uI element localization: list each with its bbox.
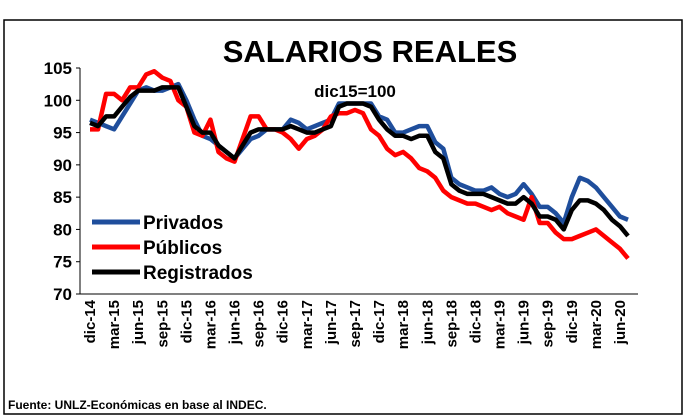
x-tick-label: sep-17 [347, 300, 364, 348]
x-tick-label: dic-15 [178, 300, 195, 343]
y-tick-label: 90 [53, 156, 72, 175]
series-line [90, 68, 630, 260]
x-tick-label: dic-18 [467, 300, 484, 343]
x-tick-label: dic-17 [371, 300, 388, 343]
x-tick-label: dic-14 [82, 299, 99, 343]
x-tick-label: sep-19 [540, 300, 557, 348]
y-tick-label: 105 [44, 59, 72, 78]
x-tick-label: jun-17 [323, 300, 340, 345]
y-tick-label: 100 [44, 91, 72, 110]
x-tick-label: jun-20 [612, 300, 629, 345]
frame [3, 19, 683, 415]
chart-title: SALARIOS REALES [223, 34, 518, 69]
y-tick-label: 95 [53, 124, 72, 143]
legend-label: Públicos [143, 238, 222, 259]
x-tick-label: dic-19 [564, 300, 581, 343]
legend-label: Privados [143, 213, 223, 234]
x-tick-label: mar-16 [202, 300, 219, 349]
x-tick-label: mar-19 [492, 300, 509, 349]
y-tick-label: 80 [53, 220, 72, 239]
annotation: dic15=100 [314, 82, 396, 101]
legend-label: Registrados [143, 263, 253, 284]
x-tick-label: sep-18 [443, 300, 460, 348]
x-tick-label: dic-16 [275, 300, 292, 343]
series-line [89, 85, 630, 238]
y-tick-label: 75 [53, 253, 72, 272]
x-tick-label: jun-15 [130, 300, 147, 345]
y-tick-label: 85 [53, 188, 72, 207]
x-tick-label: sep-16 [251, 300, 268, 348]
x-tick-label: mar-17 [299, 300, 316, 349]
source: Fuente: UNLZ-Económicas en base al INDEC… [8, 398, 267, 412]
x-tick-label: mar-20 [588, 300, 605, 349]
x-tick-label: sep-15 [154, 300, 171, 348]
x-tick-label: jun-19 [516, 300, 533, 345]
y-tick-label: 70 [53, 285, 72, 304]
x-tick-label: mar-18 [395, 300, 412, 349]
x-tick-label: mar-15 [106, 300, 123, 349]
x-tick-label: jun-16 [227, 300, 244, 345]
x-tick-label: jun-18 [419, 300, 436, 345]
